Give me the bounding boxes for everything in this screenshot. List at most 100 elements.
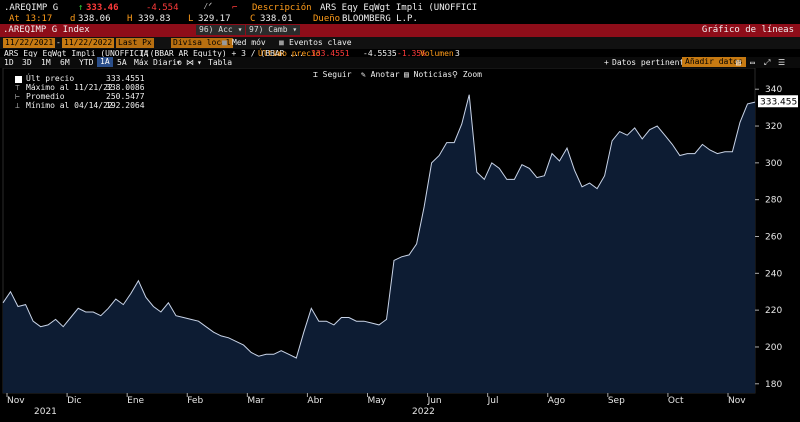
follow-label: Seguir: [322, 70, 352, 79]
y-tick-label: 220: [765, 306, 782, 316]
legend-max-value: 338.0086: [106, 83, 145, 92]
x-tick-label: Feb: [187, 396, 203, 406]
date-separator: -: [56, 38, 61, 47]
series-formula: (((BBAR AR Equity) + 3 / (BBAR ...: [140, 49, 304, 58]
period-5a[interactable]: 5A: [117, 58, 127, 67]
frequency-select[interactable]: Diario: [153, 58, 182, 67]
price-line: [2, 94, 756, 359]
dropdown-icon: ▾: [197, 58, 202, 67]
dropdown-icon: ▾: [176, 58, 181, 67]
close-label: C: [250, 14, 256, 24]
high-value: 339.83: [138, 14, 171, 24]
period-max[interactable]: Máx: [134, 58, 149, 67]
news-icon: ▤: [404, 70, 409, 79]
camb-button[interactable]: 97) Camb ▾: [246, 25, 301, 35]
last-price-swatch-icon: [15, 76, 22, 83]
menu-icon[interactable]: ☰: [778, 58, 786, 67]
owner-value: BLOOMBERG L.P.: [342, 14, 418, 24]
security-name[interactable]: .AREQIMP G Index: [3, 25, 90, 35]
date-from-input[interactable]: 11/22/2021: [3, 38, 56, 48]
table-button[interactable]: Tabla: [208, 58, 233, 67]
acc-label: Acc: [218, 25, 233, 34]
dropdown-icon: ▾: [292, 25, 298, 34]
y-tick-label: 240: [765, 269, 782, 279]
description-value: ARS Eqy EqWgt Impli (UNOFFICI: [320, 3, 478, 13]
y-tick-label: 300: [765, 159, 782, 169]
legend-last-value: 333.4551: [106, 74, 145, 83]
zoom-icon: ⚲: [452, 70, 458, 79]
acc-button[interactable]: 96) Acc ▾: [196, 25, 246, 35]
period-1a-active[interactable]: 1A: [97, 57, 113, 67]
annotate-button[interactable]: ✎ Anotar: [361, 70, 400, 80]
period-6m[interactable]: 6M: [60, 58, 70, 67]
legend-last-label: Últ precio: [26, 74, 75, 83]
x-tick-label: Dic: [67, 396, 81, 406]
legend-min-label: Mínimo al 04/14/22: [26, 101, 113, 110]
low-value: 329.17: [198, 14, 231, 24]
pertinent-data-button[interactable]: Datos pertinentes: [612, 58, 694, 67]
last-price-value: 333.4551: [311, 49, 350, 58]
description-label: Descripción: [252, 3, 312, 13]
x-tick-label: Ene: [127, 396, 144, 406]
security-bar: .AREQIMP G Index 96) Acc ▾ 97) Camb ▾ Gr…: [0, 24, 800, 37]
zoom-button[interactable]: ⚲ Zoom: [452, 70, 482, 80]
currency-select[interactable]: Divisa local: [171, 38, 233, 48]
legend-tree-icon: ⊥: [15, 101, 20, 110]
add-data-button[interactable]: Añadir datos: [682, 57, 746, 67]
y-tick-label: 200: [765, 343, 782, 353]
open-value: 338.06: [78, 14, 111, 24]
y-tick-label: 260: [765, 233, 782, 243]
period-ytd[interactable]: YTD: [79, 58, 94, 67]
y-tick-label: 180: [765, 380, 782, 390]
x-tick-label: Mar: [247, 396, 264, 406]
last-value-label: 333.4551: [760, 97, 800, 107]
crosshair-icon: ⌶: [313, 70, 318, 79]
y-tick-label: 320: [765, 122, 782, 132]
chart-area: 180 200 220 240 260 280 300 320 340 Nov Dic Ene Feb…: [0, 67, 800, 418]
legend-min-value: 192.2064: [106, 101, 145, 110]
period-1d[interactable]: 1D: [4, 58, 14, 67]
eventos-label[interactable]: Eventos clave: [289, 38, 352, 47]
y-tick-label: 280: [765, 196, 782, 206]
period-3d[interactable]: 3D: [22, 58, 32, 67]
date-to-input[interactable]: 11/22/2022: [62, 38, 115, 48]
volume-label: Volumen: [420, 49, 454, 58]
open-label: d: [70, 14, 76, 24]
legend-avg-value: 250.5477: [106, 92, 145, 101]
period-1m[interactable]: 1M: [41, 58, 51, 67]
last-price-label: Último precio: [258, 49, 321, 58]
legend-tree-icon: ⊤: [15, 83, 20, 92]
camb-number-icon: 97): [249, 25, 264, 34]
x-year-label: 2022: [412, 407, 435, 417]
series-name: ARS Eqy EqWgt Impli (UNOFFICIA: [4, 49, 149, 58]
time-label: At 13:17: [9, 14, 53, 24]
owner-label: Dueño: [313, 14, 341, 24]
x-tick-label: Nov: [7, 396, 25, 406]
news-button[interactable]: ▤ Noticias: [404, 70, 452, 80]
field-select[interactable]: Last Px: [116, 38, 154, 48]
sparkline-icon: ⁄ᐟ: [203, 2, 213, 12]
x-tick-label: Sep: [608, 396, 625, 406]
chart-type-title: Gráfico de líneas: [701, 25, 794, 35]
window-icon[interactable]: ▭: [750, 58, 755, 67]
ticker[interactable]: .AREQIMP G: [4, 3, 59, 13]
eventos-checkbox-icon[interactable]: ■: [279, 38, 284, 47]
last-value-box: [758, 95, 798, 108]
line-style-icon[interactable]: ⋈: [186, 58, 194, 67]
last-price: 333.46: [86, 3, 119, 13]
price-area: [3, 94, 755, 393]
net-change: -4.554: [146, 3, 179, 13]
legend-max-label: Máximo al 11/21/22: [26, 83, 113, 92]
acc-number-icon: 96): [199, 25, 214, 34]
settings-icon[interactable]: ▤: [736, 58, 741, 67]
x-tick-label: May: [368, 396, 387, 406]
x-tick-label: Jun: [427, 396, 442, 406]
price-chart: 180 200 220 240 260 280 300 320 340 Nov Dic Ene Feb…: [2, 67, 800, 417]
med-mov-checkbox-icon[interactable]: ■: [222, 38, 227, 47]
follow-button[interactable]: ⌶ Seguir: [313, 70, 352, 80]
maximize-icon[interactable]: ⤢: [764, 58, 771, 67]
high-label: H: [127, 14, 133, 24]
med-mov-label[interactable]: Med móv: [232, 38, 266, 47]
x-tick-label: Jul: [487, 396, 499, 406]
annotate-label: Anotar: [370, 70, 400, 79]
